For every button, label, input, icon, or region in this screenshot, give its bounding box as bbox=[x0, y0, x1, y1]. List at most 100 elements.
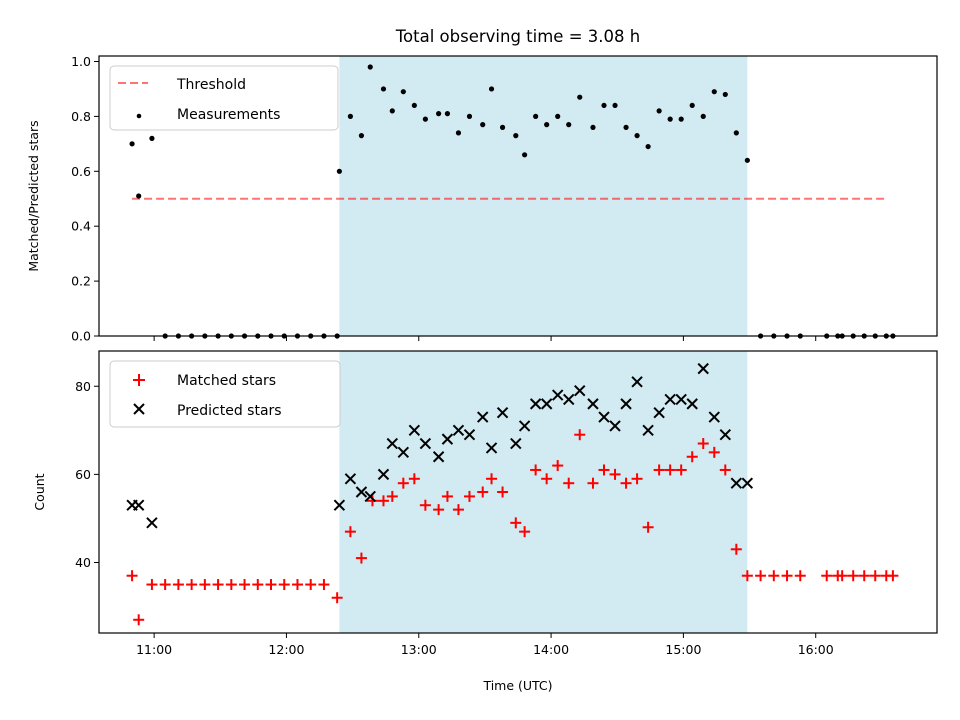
matched-point bbox=[552, 460, 564, 472]
measurement-point bbox=[722, 91, 728, 98]
predicted-point bbox=[686, 398, 698, 410]
measurement-point bbox=[136, 193, 142, 199]
matched-point bbox=[675, 464, 687, 476]
matched-point bbox=[821, 570, 833, 582]
predicted-point bbox=[675, 393, 687, 406]
matched-point bbox=[686, 451, 698, 463]
top-panel: 0.0 0.2 0.4 0.6 0.8 1.0 Matched/Predicted sta… bbox=[26, 54, 938, 344]
matched-point bbox=[609, 468, 621, 480]
bottom-legend: Matched stars Predicted stars bbox=[109, 360, 341, 428]
matched-point bbox=[199, 579, 211, 591]
matched-point bbox=[146, 579, 158, 591]
measurement-point bbox=[358, 133, 365, 139]
x-tick-label: 12:00 bbox=[268, 642, 304, 657]
matched-points bbox=[126, 429, 899, 626]
top-shaded-interval bbox=[339, 56, 748, 336]
predicted-point bbox=[518, 420, 531, 432]
matched-point bbox=[397, 477, 409, 489]
predicted-point bbox=[419, 437, 432, 450]
measurement-point bbox=[336, 168, 342, 174]
predicted-point bbox=[741, 477, 754, 489]
predicted-point bbox=[344, 473, 357, 485]
matched-point bbox=[265, 579, 277, 591]
matched-point bbox=[291, 579, 303, 591]
legend-measurements-swatch bbox=[136, 113, 142, 119]
measurement-point bbox=[700, 113, 706, 119]
matched-point bbox=[708, 446, 720, 458]
measurement-point bbox=[436, 111, 442, 117]
figure-title: Total observing time = 3.08 h bbox=[395, 27, 640, 46]
x-axis-label: Time (UTC) bbox=[482, 678, 552, 693]
predicted-point bbox=[477, 411, 489, 423]
measurement-point bbox=[555, 113, 561, 119]
predicted-point bbox=[653, 406, 665, 419]
measurement-point bbox=[634, 133, 640, 139]
matched-point bbox=[441, 490, 453, 502]
y-tick-label: 60 bbox=[75, 467, 91, 482]
y-tick-label: 0.0 bbox=[71, 329, 91, 344]
bottom-y-axis-label: Count bbox=[32, 473, 47, 510]
bottom-x-ticks: 11:00 12:00 13:00 14:00 15:00 16:00 bbox=[136, 633, 834, 657]
x-tick-label: 15:00 bbox=[665, 642, 701, 657]
matched-point bbox=[318, 579, 330, 591]
predicted-point bbox=[664, 393, 676, 406]
x-tick-label: 14:00 bbox=[533, 642, 569, 657]
matched-point bbox=[433, 504, 445, 516]
predicted-point bbox=[708, 411, 720, 423]
predicted-points bbox=[126, 362, 754, 529]
matched-point bbox=[664, 464, 676, 476]
measurement-point bbox=[455, 130, 462, 136]
matched-point bbox=[541, 473, 553, 485]
y-tick-label: 1.0 bbox=[71, 54, 91, 69]
matched-point bbox=[477, 486, 489, 498]
matched-point bbox=[794, 570, 806, 582]
matched-point bbox=[887, 570, 899, 582]
matched-point bbox=[419, 499, 431, 511]
predicted-point bbox=[631, 376, 643, 388]
matched-point bbox=[519, 526, 531, 538]
measurement-point bbox=[566, 122, 572, 128]
matched-point bbox=[858, 570, 870, 582]
matched-point bbox=[598, 464, 610, 476]
matched-point bbox=[730, 543, 742, 555]
predicted-point bbox=[485, 442, 498, 454]
predicted-point bbox=[697, 362, 709, 375]
measurement-point bbox=[380, 86, 387, 92]
y-tick-label: 0.6 bbox=[71, 164, 91, 179]
matched-point bbox=[239, 579, 251, 591]
matched-point bbox=[159, 579, 171, 591]
matched-point bbox=[563, 477, 575, 489]
matched-point bbox=[186, 579, 198, 591]
measurement-point bbox=[601, 102, 607, 109]
matched-point bbox=[530, 464, 542, 476]
measurement-point bbox=[645, 143, 651, 150]
matched-point bbox=[386, 490, 398, 502]
y-tick-label: 80 bbox=[75, 379, 91, 394]
measurement-point bbox=[422, 116, 428, 122]
measurement-point bbox=[411, 102, 417, 109]
predicted-point bbox=[397, 446, 410, 459]
measurement-point bbox=[744, 157, 750, 163]
predicted-point bbox=[563, 393, 575, 406]
measurement-point bbox=[499, 124, 506, 130]
measurement-point bbox=[612, 102, 618, 109]
top-legend: Threshold Measurements bbox=[109, 65, 339, 131]
measurement-point bbox=[149, 135, 155, 141]
y-tick-label: 0.8 bbox=[71, 109, 91, 124]
measurement-point bbox=[533, 113, 539, 119]
measurement-point bbox=[623, 124, 629, 130]
matched-point bbox=[212, 579, 224, 591]
predicted-point bbox=[355, 486, 368, 498]
predicted-point bbox=[730, 477, 743, 489]
predicted-point bbox=[333, 499, 346, 511]
measurement-point bbox=[513, 133, 519, 139]
matched-point bbox=[331, 592, 343, 604]
measurement-point bbox=[689, 102, 695, 109]
matched-point bbox=[452, 504, 464, 516]
predicted-point bbox=[719, 429, 732, 441]
legend-matched-label: Matched stars bbox=[177, 373, 276, 389]
matched-point bbox=[719, 464, 731, 476]
predicted-point bbox=[386, 437, 399, 450]
legend-threshold-label: Threshold bbox=[176, 77, 246, 93]
